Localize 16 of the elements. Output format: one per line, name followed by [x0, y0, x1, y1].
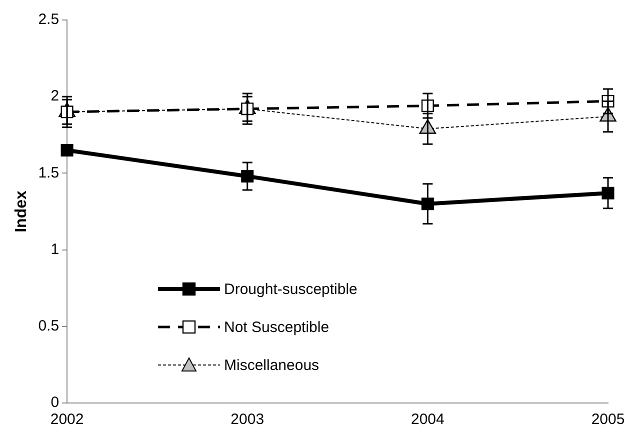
x-tick-label: 2004 — [410, 411, 444, 428]
y-tick-label: 1.5 — [38, 164, 60, 182]
x-tick-label: 2005 — [591, 411, 625, 428]
legend-label: Drought-susceptible — [224, 280, 358, 298]
y-tick-label: 0.5 — [38, 318, 60, 335]
point — [602, 186, 614, 200]
y-tick-label: 2 — [50, 88, 60, 105]
legend-label: Not Susceptible — [224, 318, 330, 336]
legend-label: Miscellaneous — [224, 356, 320, 374]
x-tick-label: 2003 — [230, 411, 264, 428]
y-tick-label: 1 — [50, 240, 60, 258]
y-tick-label: 2.5 — [38, 11, 60, 28]
y-tick-label: 0 — [50, 394, 60, 412]
point — [60, 144, 74, 156]
x-tick-label: 2002 — [50, 411, 84, 428]
y-axis-title: Index — [13, 190, 30, 232]
